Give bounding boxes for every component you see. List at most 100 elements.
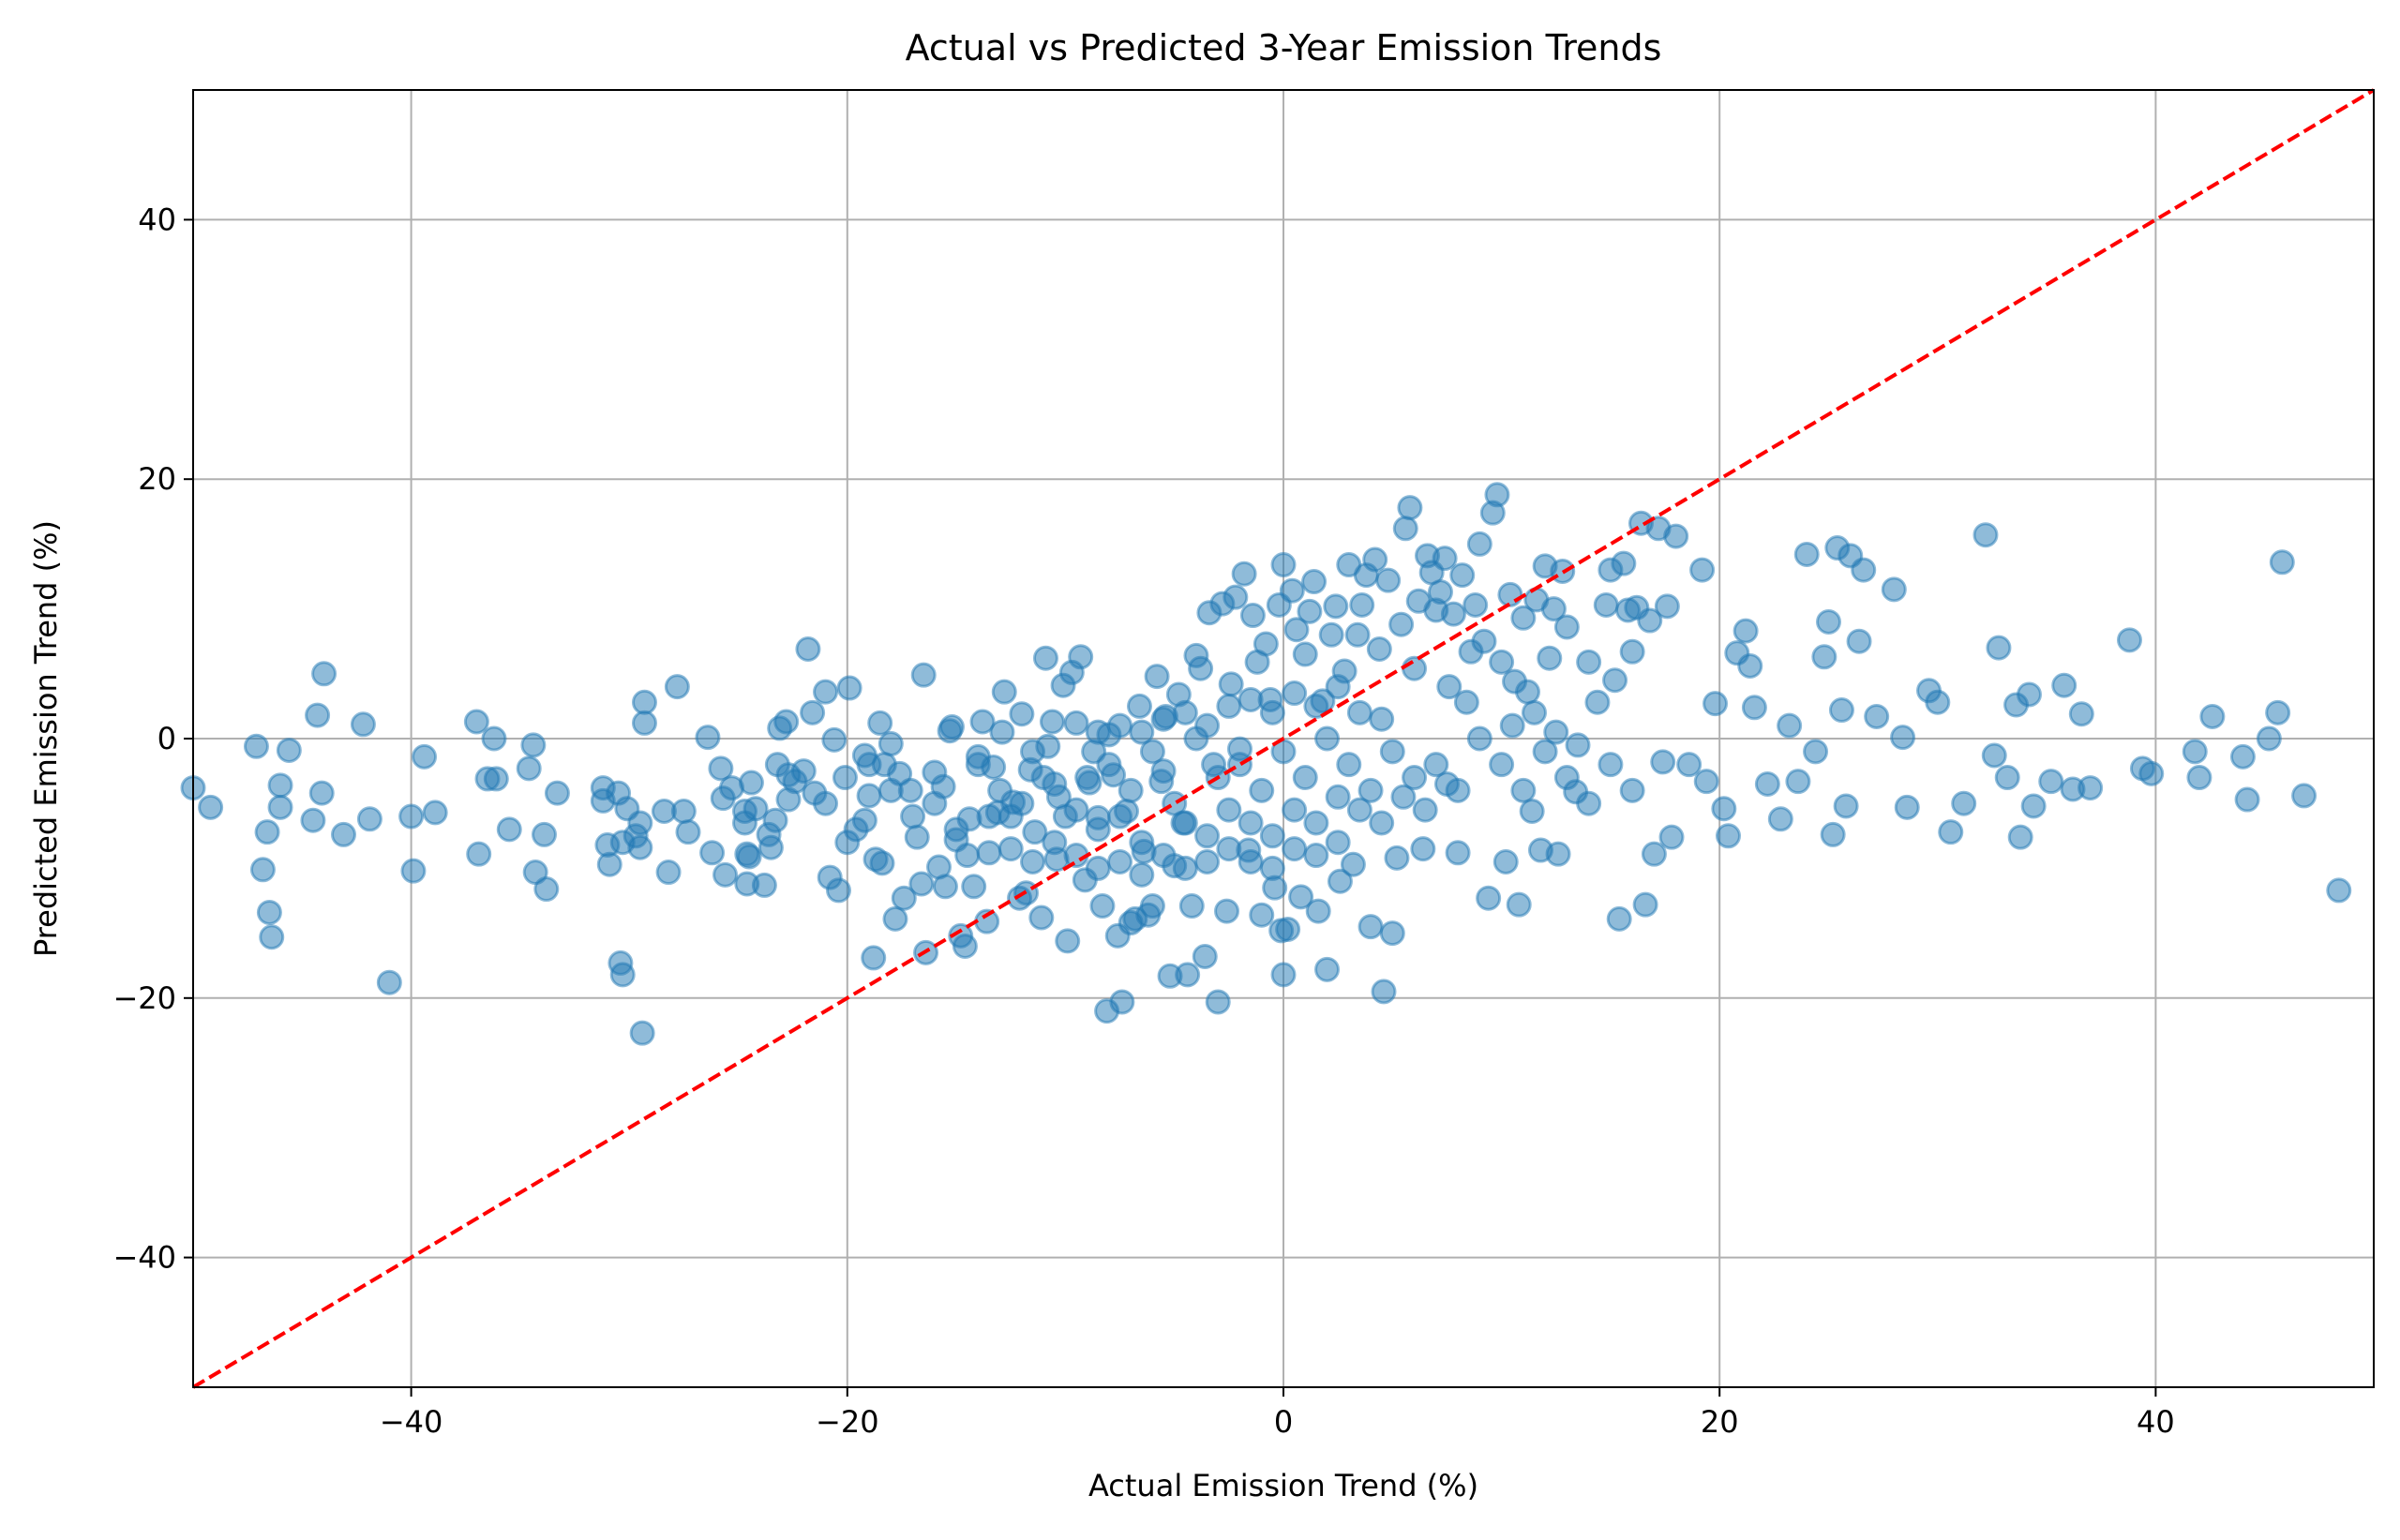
data-point [856, 752, 882, 778]
data-point [2007, 824, 2033, 850]
data-point [976, 803, 1002, 830]
data-point [1986, 635, 2012, 661]
data-point [1828, 697, 1854, 724]
data-point [1292, 765, 1318, 791]
data-point [1925, 689, 1951, 715]
data-point [1816, 608, 1841, 635]
data-point [1303, 693, 1329, 719]
data-point [1641, 841, 1667, 867]
data-point [891, 885, 917, 911]
data-point [1362, 546, 1388, 573]
data-point [1194, 848, 1221, 875]
data-point [1336, 752, 1362, 778]
data-point [1515, 679, 1541, 705]
data-point [520, 732, 547, 758]
data-point [1085, 719, 1111, 745]
data-point [1369, 706, 1395, 732]
data-point [1022, 819, 1048, 845]
data-point [1085, 816, 1111, 843]
data-point [1584, 689, 1611, 715]
data-point [305, 702, 331, 728]
data-point [1375, 567, 1402, 593]
data-point [1259, 699, 1285, 725]
data-points [180, 482, 2352, 1046]
data-point [2138, 760, 2165, 786]
data-point [932, 874, 958, 900]
data-point [1598, 752, 1624, 778]
data-point [1711, 796, 1737, 822]
data-point [1325, 830, 1351, 856]
data-point [878, 777, 904, 803]
data-point [1492, 848, 1519, 875]
data-point [910, 662, 937, 688]
data-point [1565, 732, 1591, 758]
data-point [1279, 577, 1305, 604]
y-axis-label: Predicted Emission Trend (%) [28, 520, 64, 957]
data-point [1301, 569, 1328, 595]
data-point [2020, 793, 2047, 819]
data-point [1205, 989, 1231, 1015]
data-point [738, 770, 764, 796]
y-tick-label: 40 [138, 202, 176, 237]
data-point [311, 661, 338, 687]
data-point [1433, 770, 1460, 797]
data-point [1214, 898, 1240, 924]
data-point [1994, 765, 2020, 791]
data-point [198, 794, 224, 820]
data-point [496, 816, 522, 843]
data-point [1650, 749, 1676, 775]
data-point [1172, 855, 1198, 881]
data-point [1484, 482, 1510, 508]
data-point [1543, 719, 1569, 745]
data-point [1951, 790, 1977, 816]
data-point [1259, 823, 1285, 849]
data-point [1402, 655, 1428, 681]
data-point [1777, 712, 1803, 739]
data-point [1303, 843, 1329, 869]
data-point [1216, 797, 1242, 823]
data-point [1175, 962, 1201, 988]
data-point [1259, 855, 1285, 881]
data-point [1851, 557, 1877, 583]
ticks: −40 −20 0 20 40 −40 −20 0 20 40 [112, 202, 2174, 1440]
data-point [2078, 775, 2104, 801]
data-point [867, 710, 893, 736]
data-point [1366, 636, 1392, 663]
data-point [627, 834, 653, 860]
data-point [1282, 836, 1308, 862]
data-point [1602, 667, 1628, 694]
data-point [1576, 649, 1602, 675]
data-point [1637, 607, 1663, 634]
data-point [762, 807, 788, 833]
data-point [2038, 769, 2064, 795]
data-point [699, 840, 726, 866]
data-point [708, 755, 734, 782]
data-point [736, 844, 762, 870]
data-point [2182, 739, 2208, 765]
data-point [1440, 601, 1466, 627]
data-point [1303, 810, 1329, 836]
x-tick-label: −20 [816, 1404, 879, 1440]
data-point [861, 945, 887, 971]
data-point [1412, 797, 1438, 823]
data-point [1410, 836, 1436, 862]
data-point [544, 780, 570, 806]
data-point [330, 821, 356, 847]
data-point [1521, 699, 1547, 725]
data-point [1432, 546, 1458, 572]
data-point [1445, 840, 1471, 866]
data-point [1178, 893, 1205, 920]
data-point [1063, 710, 1089, 736]
data-point [976, 840, 1002, 866]
data-point [664, 674, 690, 700]
data-point [1282, 797, 1308, 823]
data-point [878, 731, 904, 757]
data-point [1658, 824, 1685, 850]
data-point [1379, 920, 1405, 947]
data-point [2265, 699, 2291, 725]
data-point [1663, 523, 1689, 549]
data-point [1388, 611, 1415, 637]
data-point [609, 962, 636, 988]
